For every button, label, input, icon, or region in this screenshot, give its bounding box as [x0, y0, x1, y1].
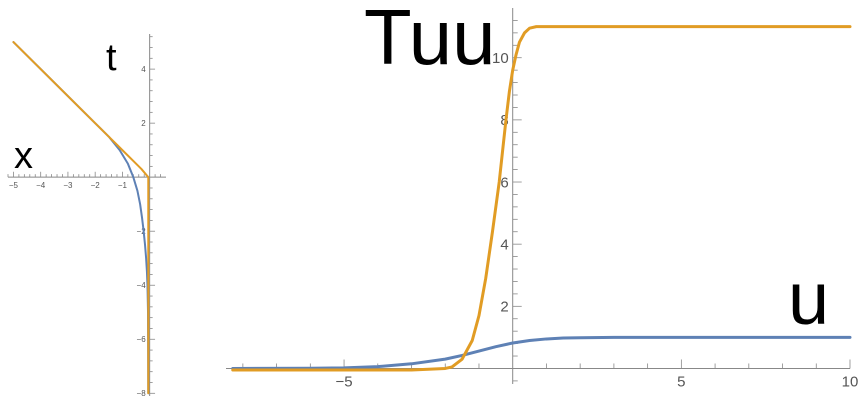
x-tick-label: −4	[36, 181, 46, 190]
y-tick-label: −6	[137, 335, 147, 344]
y-tick-label: 6	[500, 174, 508, 191]
x-tick-label: −5	[335, 373, 352, 390]
left-ticks: −5 −4 −3 −2 −1 −8 −6 −4 −2 2 4	[7, 36, 161, 398]
y-tick-label: 4	[500, 236, 508, 253]
y-tick-label: 10	[492, 50, 509, 67]
x-tick-label: −1	[118, 181, 128, 190]
y-tick-label: 2	[141, 119, 146, 128]
right-title: Tuu	[364, 0, 496, 81]
y-tick-label: −2	[137, 227, 147, 236]
right-series	[231, 25, 852, 372]
left-x-label: x	[14, 135, 33, 177]
orange-series-line	[12, 41, 150, 395]
right-x-label: u	[788, 257, 829, 340]
x-tick-label: 5	[677, 373, 685, 390]
x-tick-label: −5	[9, 181, 19, 190]
blue-series-line	[231, 335, 852, 370]
x-tick-label: 10	[842, 373, 859, 390]
left-series	[12, 41, 150, 395]
y-tick-label: 4	[141, 65, 146, 74]
x-tick-label: −3	[63, 181, 73, 190]
y-tick-label: −8	[137, 389, 147, 398]
orange-series-line	[231, 25, 852, 372]
left-plot: −5 −4 −3 −2 −1 −8 −6 −4 −2 2 4 x t	[7, 34, 166, 398]
x-tick-label: −2	[91, 181, 101, 190]
y-tick-label: −4	[137, 281, 147, 290]
left-y-label: t	[106, 37, 117, 79]
blue-series-line	[12, 41, 150, 395]
y-tick-label: 2	[500, 299, 508, 316]
